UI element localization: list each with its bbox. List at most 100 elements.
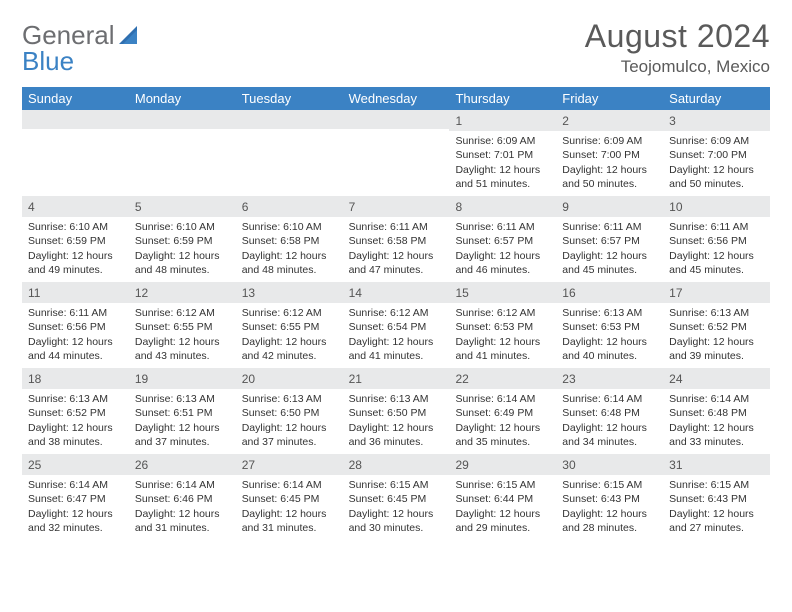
weeks-container: 1Sunrise: 6:09 AMSunset: 7:01 PMDaylight… — [22, 110, 770, 540]
day-number — [129, 110, 236, 129]
sunrise-text: Sunrise: 6:15 AM — [455, 478, 550, 492]
daylight-text: Daylight: 12 hours and 34 minutes. — [562, 421, 657, 449]
sunrise-text: Sunrise: 6:14 AM — [562, 392, 657, 406]
sunrise-text: Sunrise: 6:10 AM — [28, 220, 123, 234]
sunset-text: Sunset: 6:57 PM — [562, 234, 657, 248]
weekday-header: Wednesday — [343, 87, 450, 110]
sunset-text: Sunset: 6:59 PM — [28, 234, 123, 248]
sunrise-text: Sunrise: 6:15 AM — [562, 478, 657, 492]
sunset-text: Sunset: 6:50 PM — [242, 406, 337, 420]
day-number: 23 — [556, 368, 663, 389]
day-cell: 8Sunrise: 6:11 AMSunset: 6:57 PMDaylight… — [449, 196, 556, 282]
day-body: Sunrise: 6:12 AMSunset: 6:55 PMDaylight:… — [129, 303, 236, 367]
day-cell: 14Sunrise: 6:12 AMSunset: 6:54 PMDayligh… — [343, 282, 450, 368]
day-body: Sunrise: 6:13 AMSunset: 6:52 PMDaylight:… — [663, 303, 770, 367]
day-cell: 23 Sunrise: 6:14 AMSunset: 6:48 PMDayligh… — [556, 368, 663, 454]
day-number: 31 — [663, 454, 770, 475]
daylight-text: Daylight: 12 hours and 51 minutes. — [455, 163, 550, 191]
day-body: Sunrise: 6:14 AMSunset: 6:48 PMDaylight:… — [663, 389, 770, 453]
day-body: Sunrise: 6:10 AMSunset: 6:58 PMDaylight:… — [236, 217, 343, 281]
weekday-header: Sunday — [22, 87, 129, 110]
day-number: 30 — [556, 454, 663, 475]
sunrise-text: Sunrise: 6:10 AM — [135, 220, 230, 234]
sunset-text: Sunset: 6:59 PM — [135, 234, 230, 248]
day-number: 4 — [22, 196, 129, 217]
sunrise-text: Sunrise: 6:11 AM — [349, 220, 444, 234]
day-cell: 3Sunrise: 6:09 AMSunset: 7:00 PMDaylight… — [663, 110, 770, 196]
calendar-grid: Sunday Monday Tuesday Wednesday Thursday… — [22, 87, 770, 540]
daylight-text: Daylight: 12 hours and 27 minutes. — [669, 507, 764, 535]
day-cell: 15Sunrise: 6:12 AMSunset: 6:53 PMDayligh… — [449, 282, 556, 368]
sunset-text: Sunset: 6:58 PM — [349, 234, 444, 248]
day-number: 10 — [663, 196, 770, 217]
sunset-text: Sunset: 6:50 PM — [349, 406, 444, 420]
day-number: 2 — [556, 110, 663, 131]
day-number: 8 — [449, 196, 556, 217]
day-body: Sunrise: 6:14 AMSunset: 6:47 PMDaylight:… — [22, 475, 129, 539]
sunrise-text: Sunrise: 6:14 AM — [455, 392, 550, 406]
sunset-text: Sunset: 6:56 PM — [669, 234, 764, 248]
sunset-text: Sunset: 6:48 PM — [562, 406, 657, 420]
day-body: Sunrise: 6:13 AMSunset: 6:52 PMDaylight:… — [22, 389, 129, 453]
weekday-header: Saturday — [663, 87, 770, 110]
sunset-text: Sunset: 6:43 PM — [669, 492, 764, 506]
sunrise-text: Sunrise: 6:14 AM — [242, 478, 337, 492]
daylight-text: Daylight: 12 hours and 40 minutes. — [562, 335, 657, 363]
sunset-text: Sunset: 6:46 PM — [135, 492, 230, 506]
day-cell: 16Sunrise: 6:13 AMSunset: 6:53 PMDayligh… — [556, 282, 663, 368]
week-row: 4Sunrise: 6:10 AMSunset: 6:59 PMDaylight… — [22, 196, 770, 282]
day-body: Sunrise: 6:09 AMSunset: 7:01 PMDaylight:… — [449, 131, 556, 195]
day-body: Sunrise: 6:15 AMSunset: 6:45 PMDaylight:… — [343, 475, 450, 539]
day-body — [129, 129, 236, 136]
day-body: Sunrise: 6:10 AMSunset: 6:59 PMDaylight:… — [22, 217, 129, 281]
month-title: August 2024 — [585, 18, 770, 55]
sunrise-text: Sunrise: 6:11 AM — [562, 220, 657, 234]
sunrise-text: Sunrise: 6:10 AM — [242, 220, 337, 234]
sunset-text: Sunset: 6:48 PM — [669, 406, 764, 420]
day-cell: 7Sunrise: 6:11 AMSunset: 6:58 PMDaylight… — [343, 196, 450, 282]
day-cell: 13Sunrise: 6:12 AMSunset: 6:55 PMDayligh… — [236, 282, 343, 368]
day-number — [343, 110, 450, 129]
day-cell: 24Sunrise: 6:14 AMSunset: 6:48 PMDayligh… — [663, 368, 770, 454]
sunset-text: Sunset: 6:56 PM — [28, 320, 123, 334]
week-row: 11Sunrise: 6:11 AMSunset: 6:56 PMDayligh… — [22, 282, 770, 368]
daylight-text: Daylight: 12 hours and 47 minutes. — [349, 249, 444, 277]
day-body: Sunrise: 6:12 AMSunset: 6:53 PMDaylight:… — [449, 303, 556, 367]
sunrise-text: Sunrise: 6:13 AM — [242, 392, 337, 406]
day-body — [236, 129, 343, 136]
daylight-text: Daylight: 12 hours and 33 minutes. — [669, 421, 764, 449]
day-number: 18 — [22, 368, 129, 389]
sunset-text: Sunset: 6:45 PM — [242, 492, 337, 506]
day-cell: 10Sunrise: 6:11 AMSunset: 6:56 PMDayligh… — [663, 196, 770, 282]
calendar-page: General Blue August 2024 Teojomulco, Mex… — [0, 0, 792, 550]
day-number: 5 — [129, 196, 236, 217]
day-number: 27 — [236, 454, 343, 475]
day-cell: 30Sunrise: 6:15 AMSunset: 6:43 PMDayligh… — [556, 454, 663, 540]
day-body: Sunrise: 6:15 AMSunset: 6:44 PMDaylight:… — [449, 475, 556, 539]
sunset-text: Sunset: 6:58 PM — [242, 234, 337, 248]
sunrise-text: Sunrise: 6:13 AM — [669, 306, 764, 320]
sunrise-text: Sunrise: 6:11 AM — [455, 220, 550, 234]
day-body: Sunrise: 6:15 AMSunset: 6:43 PMDaylight:… — [663, 475, 770, 539]
sail-icon — [119, 20, 141, 50]
day-body: Sunrise: 6:13 AMSunset: 6:50 PMDaylight:… — [343, 389, 450, 453]
daylight-text: Daylight: 12 hours and 31 minutes. — [135, 507, 230, 535]
day-cell — [129, 110, 236, 196]
day-cell: 27Sunrise: 6:14 AMSunset: 6:45 PMDayligh… — [236, 454, 343, 540]
sunrise-text: Sunrise: 6:12 AM — [242, 306, 337, 320]
daylight-text: Daylight: 12 hours and 48 minutes. — [242, 249, 337, 277]
day-body: Sunrise: 6:10 AMSunset: 6:59 PMDaylight:… — [129, 217, 236, 281]
daylight-text: Daylight: 12 hours and 50 minutes. — [669, 163, 764, 191]
day-cell: 6Sunrise: 6:10 AMSunset: 6:58 PMDaylight… — [236, 196, 343, 282]
sunset-text: Sunset: 7:01 PM — [455, 148, 550, 162]
day-number: 28 — [343, 454, 450, 475]
sunrise-text: Sunrise: 6:14 AM — [135, 478, 230, 492]
daylight-text: Daylight: 12 hours and 48 minutes. — [135, 249, 230, 277]
day-cell: 25Sunrise: 6:14 AMSunset: 6:47 PMDayligh… — [22, 454, 129, 540]
day-body: Sunrise: 6:11 AMSunset: 6:56 PMDaylight:… — [22, 303, 129, 367]
week-row: 18Sunrise: 6:13 AMSunset: 6:52 PMDayligh… — [22, 368, 770, 454]
day-number: 22 — [449, 368, 556, 389]
day-number: 20 — [236, 368, 343, 389]
sunset-text: Sunset: 6:52 PM — [669, 320, 764, 334]
sunrise-text: Sunrise: 6:14 AM — [28, 478, 123, 492]
